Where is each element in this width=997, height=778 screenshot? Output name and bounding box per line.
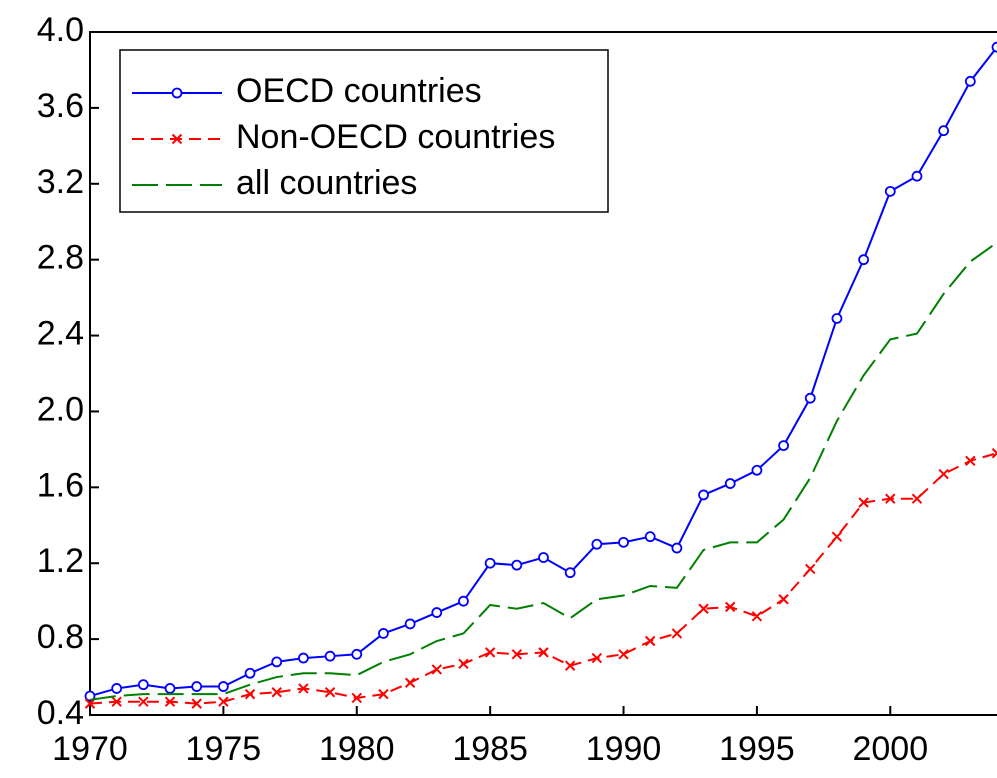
- data-point: [378, 688, 389, 700]
- data-point: [164, 696, 176, 707]
- data-point: [218, 696, 229, 707]
- data-point: [991, 447, 997, 459]
- data-point: [805, 563, 816, 575]
- y-tick-label: 0.4: [37, 694, 84, 732]
- data-point: [378, 628, 389, 639]
- y-tick-label: 2.4: [37, 315, 84, 353]
- data-point: [324, 650, 336, 662]
- data-point: [698, 489, 709, 501]
- legend-label: Non-OECD countries: [236, 118, 555, 156]
- data-point: [751, 611, 763, 622]
- data-point: [458, 595, 469, 607]
- legend-marker: [171, 133, 183, 145]
- legend-label: OECD countries: [236, 72, 482, 110]
- data-point: [244, 688, 256, 700]
- data-point: [564, 567, 576, 579]
- x-tick-label: 1995: [719, 730, 795, 768]
- data-point: [911, 170, 923, 182]
- x-tick-label: 1975: [186, 730, 262, 768]
- data-point: [725, 601, 736, 613]
- y-tick-label: 4.0: [37, 11, 84, 49]
- data-point: [431, 607, 443, 618]
- x-tick-label: 1970: [52, 730, 128, 768]
- data-point: [964, 75, 976, 87]
- data-point: [538, 552, 549, 563]
- data-point: [511, 649, 523, 660]
- y-tick-label: 1.2: [37, 542, 84, 580]
- data-point: [484, 557, 496, 569]
- data-point: [618, 649, 629, 660]
- x-tick-label: 1980: [319, 730, 395, 768]
- data-point: [778, 440, 789, 451]
- data-point: [138, 696, 149, 707]
- data-point: [271, 687, 282, 698]
- plot-frame: [89, 31, 997, 716]
- data-point: [724, 478, 736, 489]
- x-tick-label: 1985: [452, 730, 528, 768]
- data-point: [938, 468, 949, 480]
- y-tick-label: 2.0: [37, 390, 84, 428]
- data-point: [191, 681, 203, 692]
- legend-marker: [171, 87, 183, 99]
- data-point: [965, 455, 976, 466]
- data-point: [484, 647, 496, 658]
- data-point: [831, 313, 843, 324]
- data-point: [511, 559, 523, 571]
- data-point: [538, 647, 549, 658]
- data-point: [191, 698, 202, 709]
- data-point: [671, 628, 683, 639]
- data-point: [351, 648, 363, 660]
- x-tick-label: 2000: [852, 730, 928, 768]
- data-point: [84, 698, 96, 709]
- data-point: [591, 538, 603, 550]
- data-point: [671, 542, 683, 554]
- data-point: [137, 679, 149, 691]
- y-tick-label: 2.8: [37, 239, 84, 277]
- data-point: [217, 681, 229, 692]
- data-point: [778, 594, 789, 605]
- data-point: [164, 683, 176, 694]
- data-point: [751, 464, 763, 476]
- data-point: [698, 603, 709, 614]
- data-point: [644, 531, 656, 543]
- data-point: [298, 683, 309, 694]
- y-tick-label: 3.2: [37, 163, 84, 201]
- data-point: [111, 696, 122, 707]
- data-point: [564, 660, 576, 671]
- data-point: [404, 677, 416, 688]
- x-tick-label: 1990: [586, 730, 662, 768]
- data-point: [618, 536, 629, 548]
- data-point: [991, 41, 997, 53]
- data-point: [911, 493, 923, 504]
- data-point: [938, 125, 950, 137]
- data-point: [244, 667, 256, 679]
- data-point: [111, 683, 123, 694]
- legend-label: all countries: [236, 164, 417, 202]
- data-point: [644, 635, 656, 647]
- data-point: [804, 392, 816, 404]
- data-point: [404, 618, 416, 630]
- data-point: [84, 690, 96, 702]
- data-point: [458, 658, 469, 669]
- y-tick-label: 1.6: [37, 466, 84, 504]
- data-point: [431, 664, 443, 675]
- series-line: [89, 241, 997, 701]
- data-point: [271, 656, 283, 668]
- data-point: [858, 254, 870, 266]
- data-point: [591, 652, 603, 664]
- data-point: [885, 493, 896, 504]
- series-line: [89, 452, 997, 705]
- data-point: [324, 687, 336, 698]
- data-point: [884, 185, 896, 197]
- data-point: [858, 497, 869, 508]
- data-point: [298, 652, 309, 664]
- y-tick-label: 3.6: [37, 87, 84, 125]
- data-point: [831, 531, 843, 542]
- data-point: [351, 692, 362, 704]
- y-tick-label: 0.8: [37, 618, 84, 656]
